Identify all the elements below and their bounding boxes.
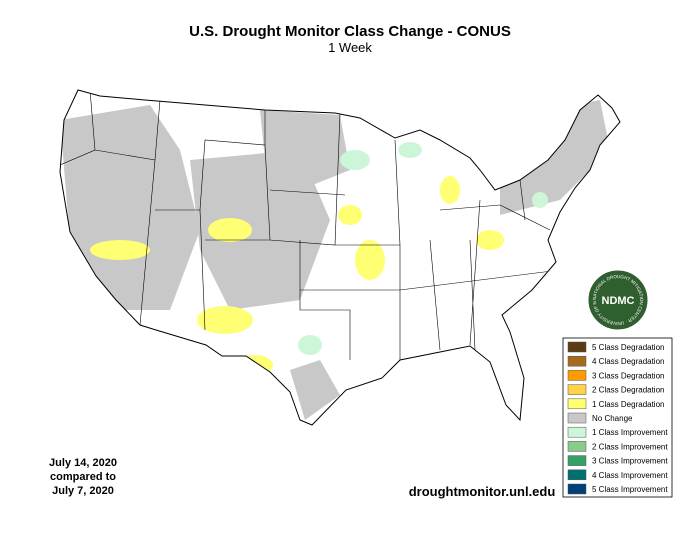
legend-swatch bbox=[567, 426, 587, 438]
legend-label: 1 Class Improvement bbox=[592, 428, 668, 437]
legend-label: No Change bbox=[592, 414, 633, 423]
legend-swatch bbox=[567, 355, 587, 367]
no-change-area bbox=[290, 360, 340, 420]
date-line: July 7, 2020 bbox=[52, 485, 114, 497]
logo-circle bbox=[587, 269, 649, 331]
legend-label: 5 Class Improvement bbox=[592, 485, 668, 494]
legend-label: 5 Class Degradation bbox=[592, 343, 664, 352]
change-areas bbox=[60, 100, 610, 420]
legend-swatch bbox=[567, 412, 587, 424]
date-line: July 14, 2020 bbox=[49, 457, 117, 469]
legend: 5 Class Degradation 4 Class Degradation 3 … bbox=[562, 337, 673, 498]
degradation-area bbox=[197, 306, 253, 334]
title: U.S. Drought Monitor Class Change - CONU… bbox=[189, 23, 511, 40]
improvement-area bbox=[298, 335, 322, 355]
legend-label: 4 Class Improvement bbox=[592, 471, 668, 480]
no-change-area bbox=[500, 100, 610, 215]
degradation-area bbox=[237, 355, 273, 375]
legend-label: 3 Class Degradation bbox=[592, 371, 664, 380]
no-change-area bbox=[60, 105, 200, 310]
legend-swatch bbox=[567, 370, 587, 381]
legend-swatch bbox=[567, 384, 587, 395]
legend-label: 2 Class Degradation bbox=[592, 386, 664, 395]
degradation-area bbox=[90, 240, 150, 260]
degradation-area bbox=[208, 218, 252, 242]
date-block: July 14, 2020 compared to July 7, 2020 bbox=[49, 457, 117, 497]
date-line: compared to bbox=[50, 471, 116, 483]
legend-label: 2 Class Improvement bbox=[592, 442, 668, 451]
legend-label: 1 Class Degradation bbox=[592, 400, 664, 409]
legend-swatch bbox=[567, 469, 587, 481]
degradation-area bbox=[440, 176, 460, 204]
no-change-area bbox=[260, 110, 350, 190]
subtitle: 1 Week bbox=[328, 40, 372, 55]
state-borders bbox=[60, 90, 561, 360]
legend-swatch bbox=[567, 455, 587, 466]
degradation-area bbox=[476, 230, 504, 250]
border-lines bbox=[60, 90, 561, 360]
degradation-area bbox=[338, 205, 362, 225]
conus-outline bbox=[59, 89, 621, 426]
degradation-area bbox=[355, 240, 385, 280]
legend-swatch bbox=[567, 341, 587, 353]
improvement-area bbox=[340, 150, 370, 170]
map bbox=[59, 89, 621, 426]
legend-swatch bbox=[567, 483, 587, 495]
improvement-area bbox=[532, 192, 548, 208]
source-url: droughtmonitor.unl.edu bbox=[409, 484, 556, 499]
improvement-area bbox=[398, 142, 422, 158]
legend-swatch bbox=[567, 398, 587, 410]
legend-label: 3 Class Improvement bbox=[592, 457, 668, 466]
legend-label: 4 Class Degradation bbox=[592, 357, 664, 366]
no-change-area bbox=[190, 150, 330, 310]
logo-label: NDMC bbox=[602, 295, 635, 307]
legend-swatch bbox=[567, 441, 587, 452]
